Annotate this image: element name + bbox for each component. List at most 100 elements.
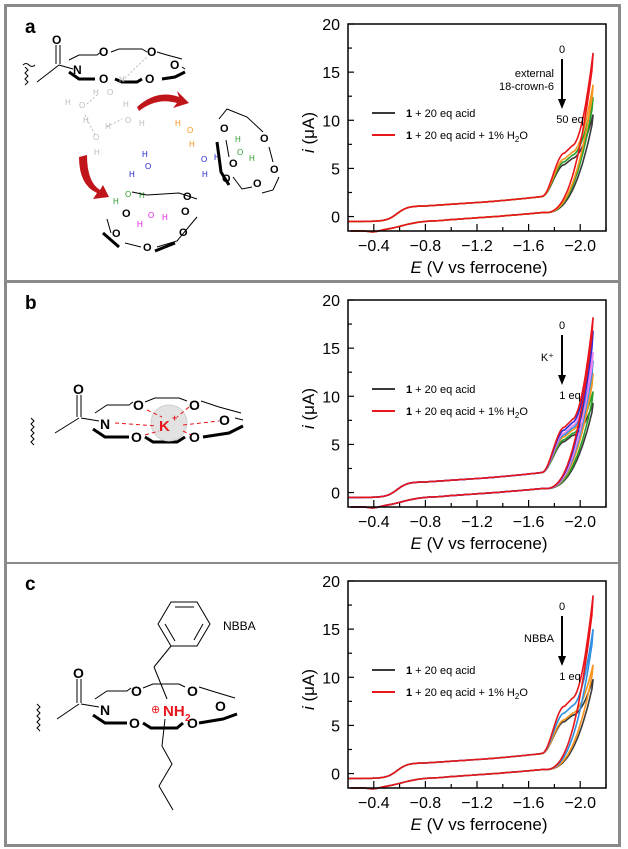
y-axis-label: i (μA) xyxy=(299,669,318,710)
y-tick-label: 15 xyxy=(322,622,340,639)
svg-text:H: H xyxy=(162,213,168,222)
down-arrow-icon xyxy=(558,99,566,109)
svg-text:H: H xyxy=(249,154,255,163)
butyl-chain xyxy=(158,718,174,811)
potassium-sphere xyxy=(150,404,188,442)
x-tick-label: −0.8 xyxy=(410,795,442,812)
legend-label-0: 1 + 20 eq acid xyxy=(406,108,475,120)
svg-text:H: H xyxy=(139,119,145,128)
red-arrow-icon xyxy=(79,155,109,199)
legend-text-tail: O xyxy=(519,687,528,699)
atom-o: O xyxy=(52,33,61,47)
ammonium-subscript: 2 xyxy=(185,713,191,724)
legend-compound-number: 1 xyxy=(406,108,412,120)
svg-text:O: O xyxy=(145,162,151,171)
x-tick-label: −2.0 xyxy=(564,238,596,255)
x-tick-label: −2.0 xyxy=(564,514,596,531)
series-line-1 xyxy=(348,84,594,233)
potassium-charge: + xyxy=(172,413,177,423)
y-axis-unit: (μA) xyxy=(299,112,318,149)
legend-label-0: 1 + 20 eq acid xyxy=(406,384,475,396)
svg-text:O: O xyxy=(133,397,144,413)
panel-label: a xyxy=(25,17,36,38)
y-tick-label: 5 xyxy=(331,161,340,178)
legend-text-tail: O xyxy=(519,406,528,418)
svg-text:O: O xyxy=(181,206,190,218)
svg-text:H: H xyxy=(142,150,148,159)
svg-text:H: H xyxy=(175,119,181,128)
y-tick-label: 0 xyxy=(331,767,340,784)
svg-text:O: O xyxy=(201,155,207,164)
y-axis-symbol: i xyxy=(299,148,318,153)
svg-text:O: O xyxy=(112,228,121,240)
svg-text:O: O xyxy=(79,101,85,110)
legend-text-tail: O xyxy=(519,130,528,142)
svg-text:H: H xyxy=(202,170,208,179)
atom-o: O xyxy=(73,665,84,681)
y-axis-label: i (μA) xyxy=(299,388,318,429)
y-axis-symbol: i xyxy=(299,705,318,710)
y-tick-label: 15 xyxy=(322,341,340,358)
x-tick-label: −0.4 xyxy=(358,514,390,531)
svg-text:O: O xyxy=(131,683,142,699)
svg-text:H: H xyxy=(129,170,135,179)
annotation-start-label: 0 xyxy=(559,44,565,56)
y-tick-label: 0 xyxy=(331,486,340,503)
svg-text:H: H xyxy=(93,88,99,97)
x-axis-unit: (V vs ferrocene) xyxy=(422,815,548,834)
annotation-start-label: 0 xyxy=(559,601,565,613)
x-axis-label: E (V vs ferrocene) xyxy=(411,534,548,553)
svg-text:O: O xyxy=(99,72,108,86)
y-axis-unit: (μA) xyxy=(299,669,318,706)
svg-text:O: O xyxy=(148,211,154,220)
y-tick-label: 20 xyxy=(322,574,340,591)
atom-n: N xyxy=(100,702,110,718)
x-tick-label: −1.6 xyxy=(513,795,545,812)
svg-text:H: H xyxy=(83,116,89,125)
annotation-label: external xyxy=(515,68,554,80)
svg-text:O: O xyxy=(229,158,238,170)
x-tick-label: −0.8 xyxy=(410,238,442,255)
red-arrow-icon xyxy=(137,91,189,111)
legend-compound-number: 1 xyxy=(406,687,412,699)
legend-text: + 20 eq acid xyxy=(412,384,475,396)
series-line-0 xyxy=(348,52,594,233)
x-tick-label: −0.4 xyxy=(358,238,390,255)
legend-text: + 20 eq acid + 1% H xyxy=(412,130,515,142)
y-axis-label: i (μA) xyxy=(299,112,318,153)
svg-text:O: O xyxy=(215,698,226,714)
svg-text:O: O xyxy=(260,133,269,145)
legend-label-0: 1 + 20 eq acid xyxy=(406,665,475,677)
x-axis-symbol: E xyxy=(411,815,423,834)
legend-text: + 20 eq acid + 1% H xyxy=(412,406,515,418)
wavy-bond xyxy=(30,417,35,446)
bond xyxy=(36,64,60,83)
ammonium-label: NH xyxy=(163,703,185,720)
annotation-label: K⁺ xyxy=(541,352,554,364)
x-tick-label: −1.6 xyxy=(513,238,545,255)
annotation-end-label: 1 eq xyxy=(559,671,580,683)
x-axis-label: E (V vs ferrocene) xyxy=(411,815,548,834)
legend-subscript: 2 xyxy=(515,135,520,144)
svg-text:H: H xyxy=(214,153,220,162)
benzene-ring xyxy=(157,601,211,647)
series-line-6 xyxy=(348,402,594,509)
x-tick-label: −0.4 xyxy=(358,795,390,812)
svg-text:O: O xyxy=(219,412,230,428)
x-tick-label: −2.0 xyxy=(564,795,596,812)
y-tick-label: 10 xyxy=(322,670,340,687)
svg-text:O: O xyxy=(237,148,243,157)
y-tick-label: 10 xyxy=(322,113,340,130)
series-line-1 xyxy=(348,330,594,509)
svg-text:H: H xyxy=(137,220,143,229)
legend-subscript: 2 xyxy=(515,692,520,701)
x-tick-label: −1.6 xyxy=(513,514,545,531)
svg-text:H: H xyxy=(94,148,100,157)
y-tick-label: 5 xyxy=(331,718,340,735)
